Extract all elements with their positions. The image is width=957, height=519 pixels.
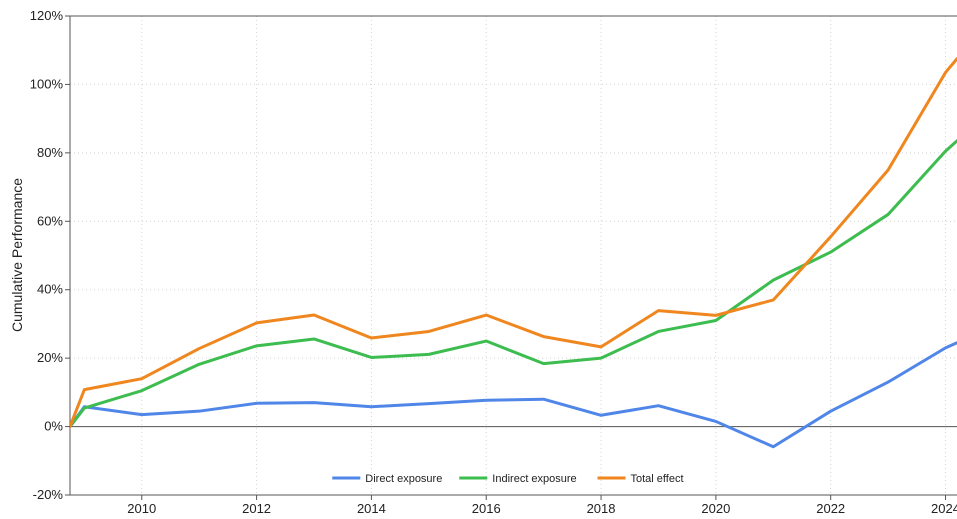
legend-label: Direct exposure <box>365 473 442 485</box>
y-tick-label: 60% <box>37 213 63 228</box>
y-axis-title: Cumulative Performance <box>9 178 25 332</box>
axes <box>65 15 957 500</box>
y-tick-label: 0% <box>44 419 63 434</box>
x-tick-label: 2012 <box>242 501 271 516</box>
legend: Direct exposure Indirect exposure Total ef… <box>332 473 684 485</box>
y-tick-label: 40% <box>37 282 63 297</box>
tick-labels: -20% 0% 20% 40% 60% 80% 100% 120% 2010 2012 2014 20… <box>30 8 957 516</box>
series-line-indirect-exposure <box>70 139 957 429</box>
x-tick-label: 2016 <box>472 501 501 516</box>
x-tick-label: 2022 <box>816 501 845 516</box>
series-lines <box>70 57 957 449</box>
x-tick-label: 2010 <box>127 501 156 516</box>
y-tick-label: -20% <box>33 487 64 502</box>
y-tick-label: 20% <box>37 350 63 365</box>
x-tick-label: 2020 <box>701 501 730 516</box>
y-tick-label: 100% <box>30 76 64 91</box>
x-tick-label: 2024 <box>931 501 957 516</box>
legend-label: Total effect <box>631 473 684 485</box>
series-line-direct-exposure <box>70 341 957 449</box>
y-tick-label: 120% <box>30 8 64 23</box>
x-tick-label: 2014 <box>357 501 386 516</box>
x-tick-label: 2018 <box>587 501 616 516</box>
series-line-total-effect <box>70 57 957 429</box>
y-tick-label: 80% <box>37 145 63 160</box>
legend-label: Indirect exposure <box>492 473 576 485</box>
